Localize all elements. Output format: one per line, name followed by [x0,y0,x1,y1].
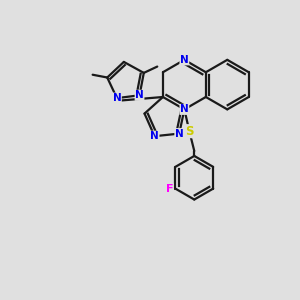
Text: N: N [180,104,189,114]
Text: N: N [135,90,144,100]
Text: S: S [185,125,194,138]
Text: N: N [180,55,189,65]
Text: N: N [112,93,121,103]
Text: N: N [175,129,184,139]
Text: N: N [150,131,159,141]
Text: F: F [166,184,173,194]
